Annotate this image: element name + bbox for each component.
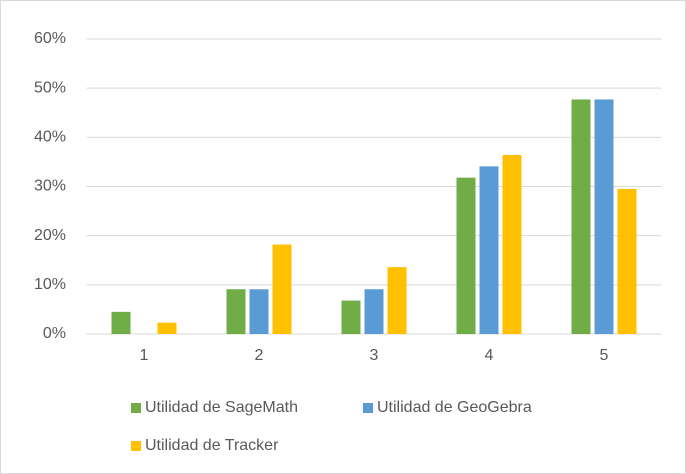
bar (617, 188, 637, 334)
y-tick-label: 40% (34, 129, 66, 146)
bar (387, 267, 407, 334)
legend-label: Utilidad de GeoGebra (377, 399, 532, 416)
legend-swatch (131, 403, 141, 413)
y-tick-label: 50% (34, 79, 66, 96)
bar (456, 177, 476, 334)
y-tick-label: 30% (34, 178, 66, 195)
bar (594, 99, 614, 334)
bar (272, 244, 292, 334)
x-tick-label: 2 (255, 347, 264, 364)
x-tick-label: 1 (140, 347, 149, 364)
y-tick-label: 20% (34, 227, 66, 244)
x-tick-label: 4 (485, 347, 494, 364)
x-tick-label: 5 (600, 347, 609, 364)
bar (249, 289, 269, 334)
y-tick-label: 10% (34, 276, 66, 293)
bar (226, 289, 246, 334)
bar (364, 289, 384, 334)
bar (479, 166, 499, 334)
bar (157, 322, 177, 334)
bar (571, 99, 591, 334)
bar (111, 311, 131, 334)
legend-label: Utilidad de Tracker (145, 437, 279, 454)
y-tick-label: 60% (34, 30, 66, 47)
legend-swatch (131, 441, 141, 451)
bar (502, 155, 522, 334)
x-tick-label: 3 (370, 347, 379, 364)
legend-label: Utilidad de SageMath (145, 399, 298, 416)
y-tick-label: 0% (43, 325, 66, 342)
legend-swatch (363, 403, 373, 413)
bar (341, 300, 361, 334)
